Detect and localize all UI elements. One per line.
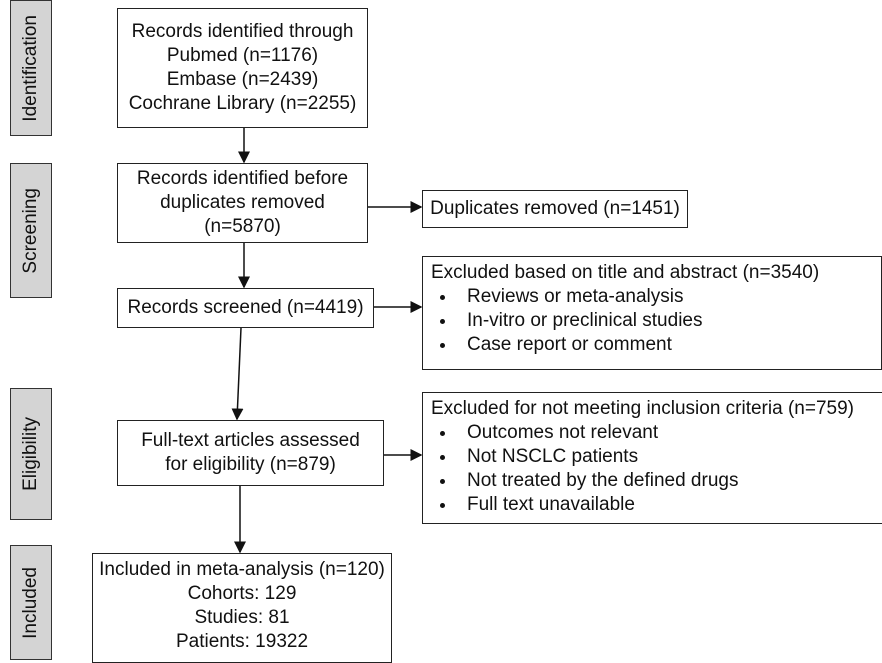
box-text: Patients: 19322 — [175, 631, 309, 652]
box-text: duplicates removed — [160, 192, 325, 213]
box-text: Embase (n=2439) — [166, 69, 319, 90]
stage-text: Screening — [20, 187, 41, 274]
box: Excluded based on title and abstract (n=… — [422, 256, 882, 370]
box: Excluded for not meeting inclusion crite… — [422, 392, 882, 524]
bullet-item: Full text unavailable — [457, 493, 874, 517]
bullet-item: Outcomes not relevant — [457, 421, 874, 445]
bullet-list: Outcomes not relevantNot NSCLC patientsN… — [431, 421, 874, 517]
stage-label: Identification — [10, 0, 52, 136]
stage-text: Included — [20, 566, 41, 639]
box-text: Records identified before — [136, 168, 349, 189]
box: Records identified through Pubmed (n=1176… — [117, 8, 368, 128]
bullet-item: In-vitro or preclinical studies — [457, 309, 873, 333]
box-text: Records identified through — [131, 21, 354, 42]
bullet-item: Not treated by the defined drugs — [457, 469, 874, 493]
arrow — [231, 327, 244, 421]
box-heading: Excluded for not meeting inclusion crite… — [431, 398, 854, 419]
bullet-item: Case report or comment — [457, 333, 873, 357]
box-text: Duplicates removed (n=1451) — [430, 198, 680, 219]
box-text: for eligibility (n=879) — [165, 454, 336, 475]
box-text: (n=5870) — [204, 216, 281, 237]
stage-label: Included — [10, 545, 52, 660]
stage-text: Eligibility — [20, 417, 41, 491]
box-text: Studies: 81 — [194, 607, 290, 628]
stage-text: Identification — [20, 14, 41, 122]
box: Records screened (n=4419) — [117, 288, 374, 328]
bullet-list: Reviews or meta-analysisIn-vitro or prec… — [431, 285, 873, 357]
bullet-item: Not NSCLC patients — [457, 445, 874, 469]
stage-label: Screening — [10, 163, 52, 298]
box-text: Cohorts: 129 — [187, 583, 297, 604]
box-heading: Excluded based on title and abstract (n=… — [431, 262, 820, 283]
bullet-item: Reviews or meta-analysis — [457, 285, 873, 309]
box-text: Cochrane Library (n=2255) — [128, 93, 357, 114]
box-text: Records screened (n=4419) — [127, 297, 364, 318]
box-text: Pubmed (n=1176) — [166, 45, 319, 66]
box: Duplicates removed (n=1451) — [422, 190, 688, 228]
box: Records identified before duplicates remo… — [117, 163, 368, 243]
box-text: Included in meta-analysis (n=120) — [99, 559, 385, 580]
stage-label: Eligibility — [10, 388, 52, 520]
box-text: Full-text articles assessed — [141, 430, 360, 451]
box: Full-text articles assessed for eligibili… — [117, 420, 384, 486]
box: Included in meta-analysis (n=120) Cohorts… — [92, 553, 392, 663]
